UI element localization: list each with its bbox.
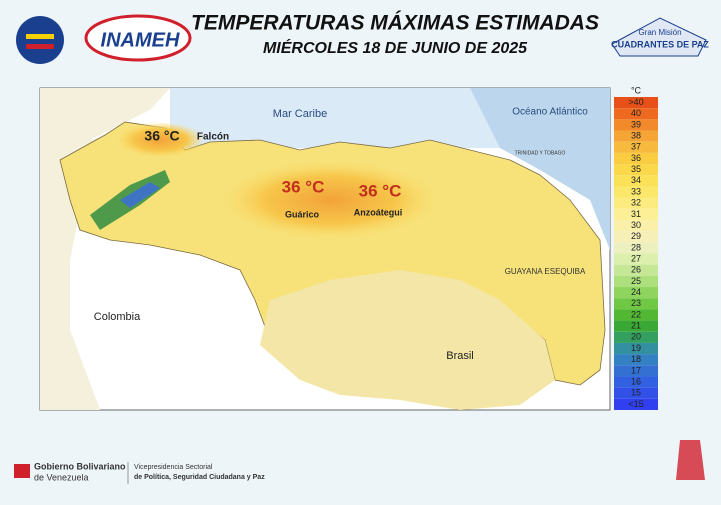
annotation-temp: 36 °C	[282, 177, 325, 196]
legend-swatch	[614, 119, 658, 131]
legend-swatch	[614, 152, 658, 165]
flag-stripe	[26, 44, 54, 49]
legend-label: 37	[631, 142, 641, 152]
corner-logo	[676, 440, 705, 480]
footer: Gobierno Bolivariano de Venezuela Vicepr…	[14, 440, 705, 484]
esequiba-label: GUAYANA ESEQUIBA	[505, 267, 586, 276]
legend-swatch	[614, 320, 658, 332]
colombia-label: Colombia	[94, 311, 141, 323]
legend-swatch	[614, 342, 658, 355]
map: Mar Caribe Océano Atlántico TRINIDAD Y T…	[39, 87, 611, 411]
legend-swatch	[614, 287, 658, 299]
legend-swatch	[614, 219, 658, 232]
legend-swatch	[614, 231, 658, 243]
legend-label: 34	[631, 175, 641, 185]
legend-swatch	[614, 264, 658, 276]
annotation-temp: 36 °C	[359, 181, 402, 200]
legend-label: >40	[628, 97, 643, 107]
legend-label: 29	[631, 231, 641, 241]
legend-label: 19	[631, 343, 641, 353]
legend-swatch	[614, 208, 658, 220]
legend-label: 25	[631, 276, 641, 286]
legend-swatch	[614, 141, 658, 153]
legend-label: 15	[631, 388, 641, 398]
inameh-logo	[84, 14, 192, 62]
flag-stripe	[26, 34, 54, 39]
legend-swatch	[614, 130, 658, 142]
vice-line2: de Política, Seguridad Ciudadana y Paz	[134, 474, 265, 481]
colombia-land	[40, 135, 110, 410]
legend-label: 33	[631, 186, 641, 196]
hot-zone	[220, 160, 440, 240]
legend-label: 17	[631, 365, 641, 375]
legend-label: 20	[631, 332, 641, 342]
legend-swatch	[614, 164, 658, 176]
inameh-text: INAMEH	[101, 29, 180, 51]
legend-swatch	[614, 298, 658, 310]
annotation-state: Anzoátegui	[354, 207, 403, 217]
legend-label: 28	[631, 242, 641, 252]
annotation-temp: 36 °C	[144, 128, 179, 144]
legend-label: 21	[631, 321, 641, 331]
legend-label: 40	[631, 108, 641, 118]
legend-swatch	[614, 242, 658, 254]
subtitle: MIÉRCOLES 18 DE JUNIO DE 2025	[263, 38, 528, 57]
legend-swatch	[614, 354, 658, 366]
legend-swatch	[614, 275, 658, 288]
legend-label: 38	[631, 131, 641, 141]
hot-zone	[115, 122, 205, 158]
south-land	[260, 270, 555, 410]
legend-swatch	[614, 331, 658, 343]
legend-swatch	[614, 398, 658, 410]
legend-swatch	[614, 108, 658, 120]
gov-line1: Gobierno Bolivariano	[34, 461, 126, 471]
ocean-label: Océano Atlántico	[512, 107, 588, 118]
cuadrantes-bottom: CUADRANTES DE PAZ	[611, 39, 709, 49]
trinidad-label: TRINIDAD Y TOBAGO	[515, 150, 566, 156]
gov-flag	[14, 464, 30, 478]
legend-label: 31	[631, 209, 641, 219]
legend-label: 18	[631, 354, 641, 364]
title: TEMPERATURAS MÁXIMAS ESTIMADAS	[191, 12, 599, 35]
legend-label: 22	[631, 309, 641, 319]
legend-swatch	[614, 97, 658, 109]
flag-stripe	[26, 39, 54, 44]
header: INAMEH TEMPERATURAS MÁXIMAS ESTIMADAS MI…	[16, 12, 709, 64]
legend-swatch	[614, 365, 658, 377]
legend-label: 32	[631, 198, 641, 208]
legend-label: 16	[631, 376, 641, 386]
legend-label: 26	[631, 265, 641, 275]
legend-label: 39	[631, 119, 641, 129]
ocean	[470, 88, 610, 250]
annotation-state: Guárico	[285, 209, 320, 219]
gov-line2: de Venezuela	[34, 472, 89, 482]
legend-swatch	[614, 376, 658, 388]
legend-swatch	[614, 175, 658, 187]
brasil-label: Brasil	[446, 350, 474, 362]
legend-label: 35	[631, 164, 641, 174]
legend-swatch	[614, 309, 658, 321]
legend-label: <15	[628, 399, 643, 409]
sea-label: Mar Caribe	[273, 108, 327, 120]
legend-unit: °C	[631, 85, 642, 95]
legend-label: 23	[631, 298, 641, 308]
legend-label: 24	[631, 287, 641, 297]
legend-label: 27	[631, 253, 641, 263]
legend-swatch	[614, 387, 658, 399]
legend-swatch	[614, 253, 658, 265]
legend-swatch	[614, 186, 658, 198]
cuadrantes-logo	[611, 17, 707, 57]
land-nw	[40, 88, 170, 170]
legend-label: 30	[631, 220, 641, 230]
legend-label: 36	[631, 153, 641, 163]
cuadrantes-top: Gran Misión	[638, 28, 681, 37]
annotation-state: Falcón	[197, 132, 229, 143]
vice-line1: Vicepresidencia Sectorial	[134, 464, 213, 471]
legend-swatch	[614, 197, 658, 209]
andes-blue	[120, 182, 160, 208]
